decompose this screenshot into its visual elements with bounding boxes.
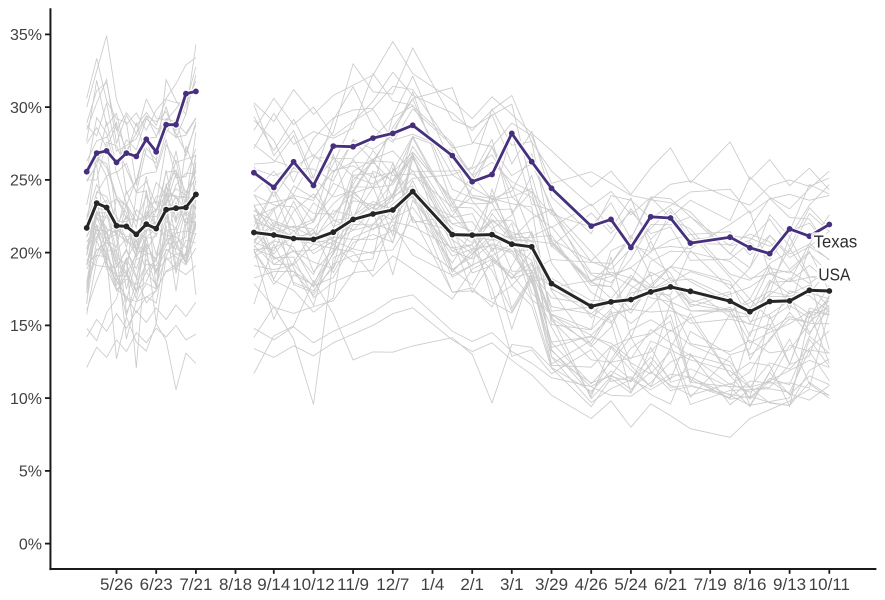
svg-text:6/23: 6/23 (140, 575, 173, 594)
svg-text:8/16: 8/16 (733, 575, 766, 594)
svg-text:35%: 35% (10, 27, 42, 44)
svg-text:5/24: 5/24 (614, 575, 647, 594)
svg-text:USA: USA (818, 264, 850, 284)
svg-text:6/21: 6/21 (654, 575, 687, 594)
svg-text:5%: 5% (19, 464, 42, 481)
svg-text:10/12: 10/12 (292, 575, 335, 594)
svg-text:USA: USA (818, 264, 850, 284)
svg-text:1/4: 1/4 (421, 575, 445, 594)
svg-text:3/29: 3/29 (535, 575, 568, 594)
svg-text:0%: 0% (19, 536, 42, 553)
svg-text:3/1: 3/1 (500, 575, 524, 594)
svg-text:9/14: 9/14 (257, 575, 290, 594)
svg-text:10/11: 10/11 (809, 575, 850, 594)
svg-text:12/7: 12/7 (376, 575, 409, 594)
svg-text:8/18: 8/18 (219, 575, 252, 594)
svg-text:30%: 30% (10, 100, 42, 117)
svg-text:2/1: 2/1 (460, 575, 484, 594)
svg-text:10%: 10% (10, 391, 42, 408)
svg-text:11/9: 11/9 (337, 575, 369, 594)
svg-text:25%: 25% (10, 173, 42, 190)
svg-text:7/19: 7/19 (694, 575, 727, 594)
svg-text:5/26: 5/26 (100, 575, 133, 594)
svg-text:Texas: Texas (814, 232, 858, 252)
svg-text:4/26: 4/26 (575, 575, 608, 594)
svg-text:Texas: Texas (814, 232, 858, 252)
svg-text:9/13: 9/13 (773, 575, 806, 594)
svg-text:20%: 20% (10, 245, 42, 262)
svg-text:15%: 15% (10, 318, 42, 335)
svg-text:7/21: 7/21 (179, 575, 212, 594)
